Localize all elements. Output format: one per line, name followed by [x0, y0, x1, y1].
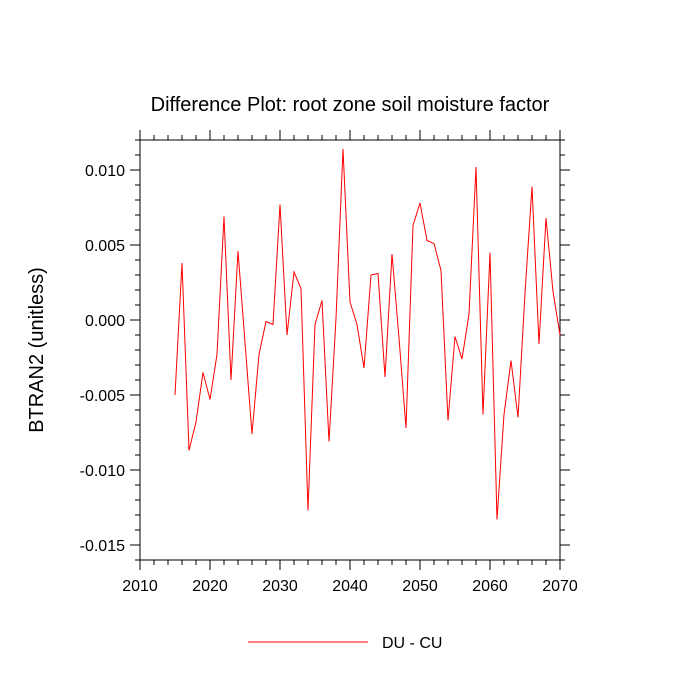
x-tick-label: 2050	[402, 578, 438, 595]
legend: DU - CU	[248, 635, 442, 652]
plot-frame	[139, 139, 561, 561]
y-tick-label: -0.005	[80, 388, 125, 405]
x-tick-label: 2040	[332, 578, 368, 595]
x-tick-label: 2070	[542, 578, 578, 595]
ticks-layer: 2010 2020 2030 2040 2050 2060 2070 -0.015 -0.010…	[80, 130, 578, 595]
y-tick-label: 0.005	[85, 238, 125, 255]
x-tick-label: 2030	[262, 578, 298, 595]
y-tick-label: -0.010	[80, 463, 125, 480]
series-line-du-cu	[174, 148, 561, 520]
x-tick-label: 2060	[472, 578, 508, 595]
x-tick-label: 2020	[192, 578, 228, 595]
y-tick-label: 0.000	[85, 313, 125, 330]
series-layer	[174, 148, 561, 520]
y-tick-label: 0.010	[85, 163, 125, 180]
x-tick-label: 2010	[122, 578, 158, 595]
y-tick-label: -0.015	[80, 538, 125, 555]
legend-label: DU - CU	[382, 635, 442, 652]
chart-title: Difference Plot: root zone soil moisture…	[151, 94, 550, 116]
y-axis-label: BTRAN2 (unitless)	[26, 267, 48, 433]
